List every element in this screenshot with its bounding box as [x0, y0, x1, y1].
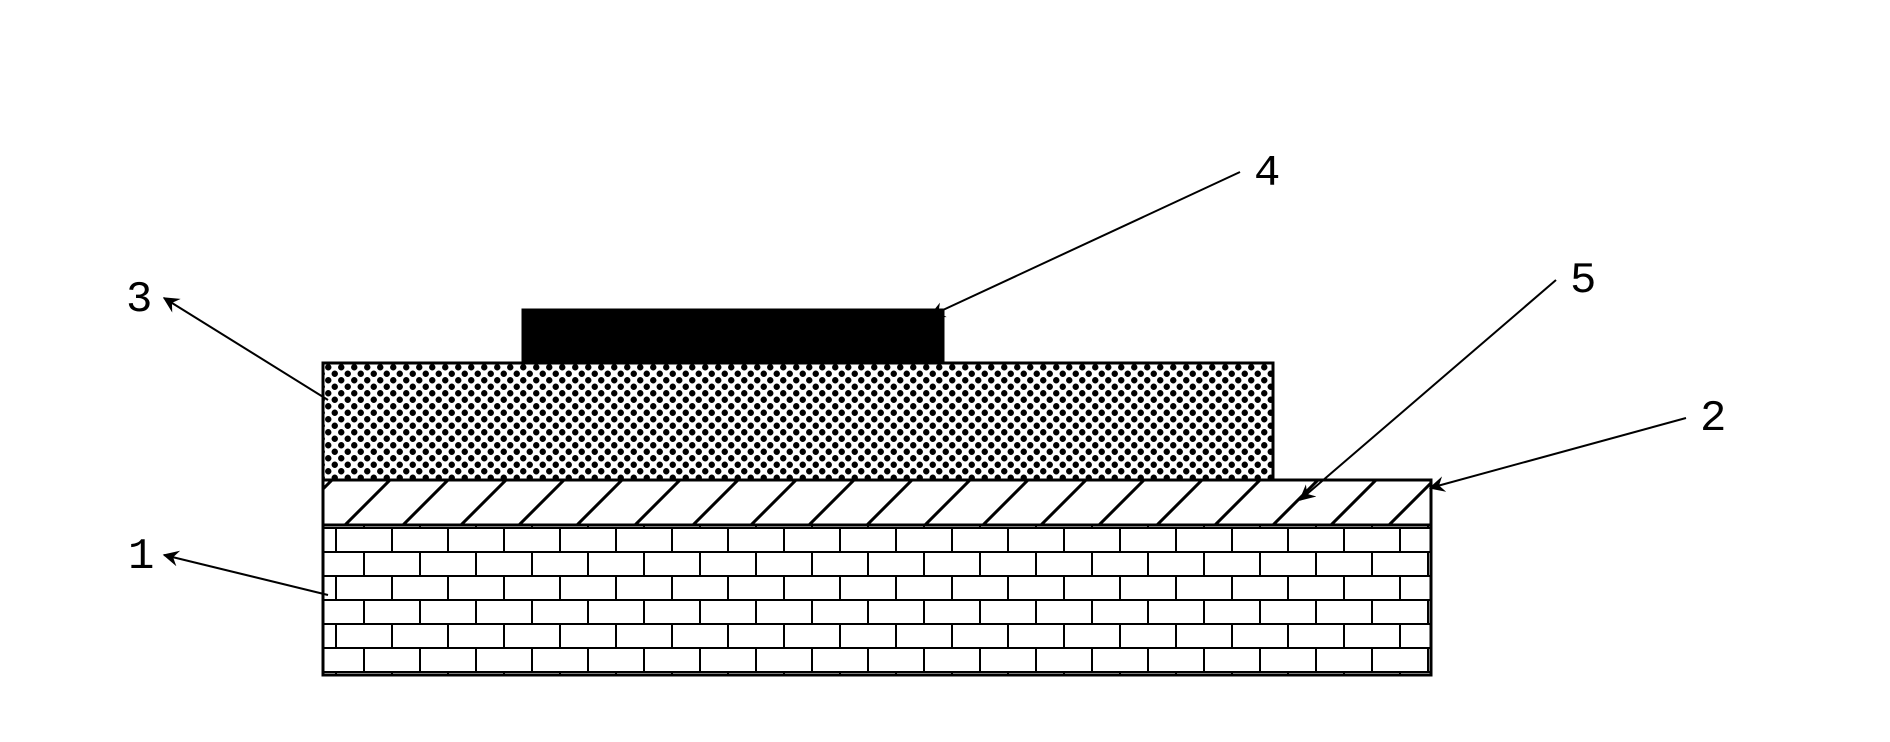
leader-l2 — [1430, 418, 1686, 488]
layer4 — [523, 310, 943, 363]
diagram-canvas: 1 3 4 5 2 — [0, 0, 1890, 742]
label-l3: 3 — [126, 275, 152, 325]
label-l5: 5 — [1570, 256, 1596, 306]
leader-l5 — [1300, 280, 1556, 500]
leader-l4 — [930, 172, 1240, 316]
label-l1: 1 — [128, 532, 154, 582]
layer5 — [323, 480, 1431, 525]
layer3 — [323, 363, 1273, 480]
leader-l1 — [164, 555, 328, 595]
label-l2: 2 — [1700, 394, 1726, 444]
layer1 — [323, 525, 1431, 675]
label-l4: 4 — [1254, 149, 1280, 199]
leader-l3 — [164, 298, 328, 400]
